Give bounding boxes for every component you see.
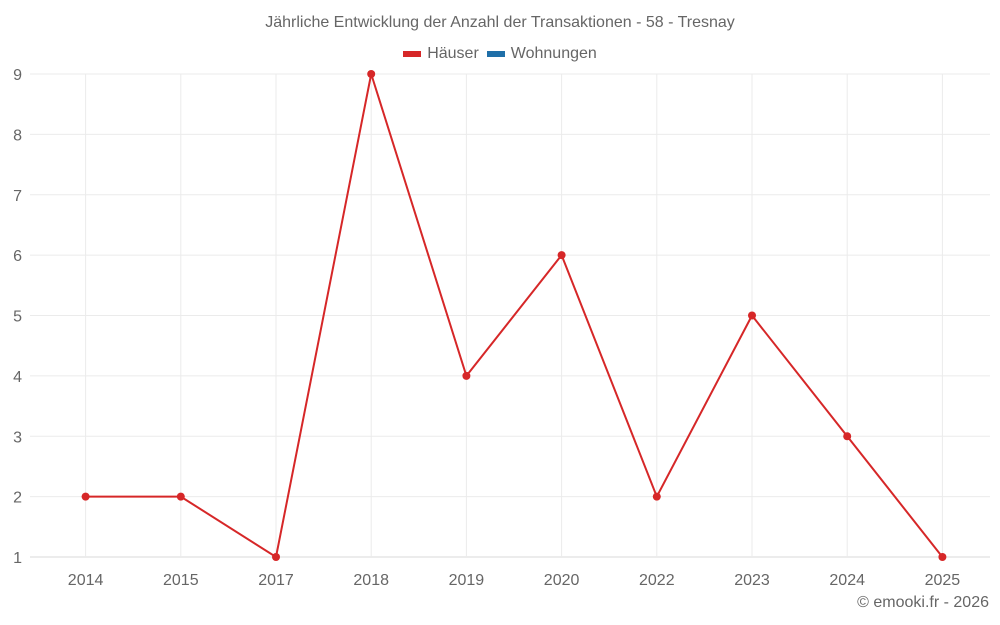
- data-point[interactable]: [81, 492, 90, 501]
- legend-label-houses: Häuser: [427, 45, 479, 62]
- x-tick-label: 2018: [353, 572, 389, 589]
- x-axis: 2014 2015 2017 2018 2019 2020 2022 2023 2024 2025: [68, 572, 960, 589]
- data-point[interactable]: [557, 251, 566, 260]
- y-tick-label: 2: [13, 490, 22, 507]
- x-tick-label: 2024: [829, 572, 865, 589]
- legend-swatch-apartments: [486, 51, 505, 57]
- y-tick-label: 3: [13, 429, 22, 446]
- data-point[interactable]: [176, 492, 185, 501]
- series-line: [85, 73, 944, 559]
- legend-label-apartments: Wohnungen: [510, 45, 597, 62]
- data-point[interactable]: [272, 553, 280, 561]
- x-tick-label: 2023: [734, 572, 770, 589]
- gridlines: [30, 73, 990, 558]
- y-tick-label: 6: [13, 248, 22, 265]
- data-point[interactable]: [843, 432, 852, 441]
- y-tick-label: 5: [13, 309, 22, 326]
- copyright-credit: © emooki.fr - 2026: [857, 594, 989, 611]
- x-tick-label: 2022: [639, 572, 675, 589]
- y-tick-label: 9: [13, 67, 22, 84]
- x-tick-label: 2014: [68, 572, 104, 589]
- y-axis: 1 2 3 4 5 6 7 8 9: [13, 67, 22, 567]
- x-tick-label: 2015: [163, 572, 199, 589]
- y-tick-label: 8: [13, 127, 22, 144]
- data-point[interactable]: [938, 553, 947, 561]
- legend-swatch-houses: [403, 51, 422, 57]
- legend: Häuser Wohnungen: [0, 45, 1000, 63]
- data-point[interactable]: [748, 311, 756, 320]
- y-tick-label: 7: [13, 188, 22, 205]
- x-tick-label: 2017: [258, 572, 294, 589]
- x-tick-label: 2019: [449, 572, 485, 589]
- legend-item-apartments[interactable]: Wohnungen: [486, 45, 597, 63]
- x-tick-label: 2020: [544, 572, 580, 589]
- chart-title: Jährliche Entwicklung der Anzahl der Tra…: [265, 14, 735, 31]
- x-tick-label: 2025: [925, 572, 961, 589]
- data-point[interactable]: [462, 371, 471, 380]
- data-point[interactable]: [367, 70, 376, 78]
- y-tick-label: 1: [13, 550, 22, 567]
- series-houses: [81, 70, 947, 561]
- data-point[interactable]: [652, 492, 661, 501]
- legend-item-houses[interactable]: Häuser: [403, 45, 479, 63]
- y-tick-label: 4: [13, 369, 22, 386]
